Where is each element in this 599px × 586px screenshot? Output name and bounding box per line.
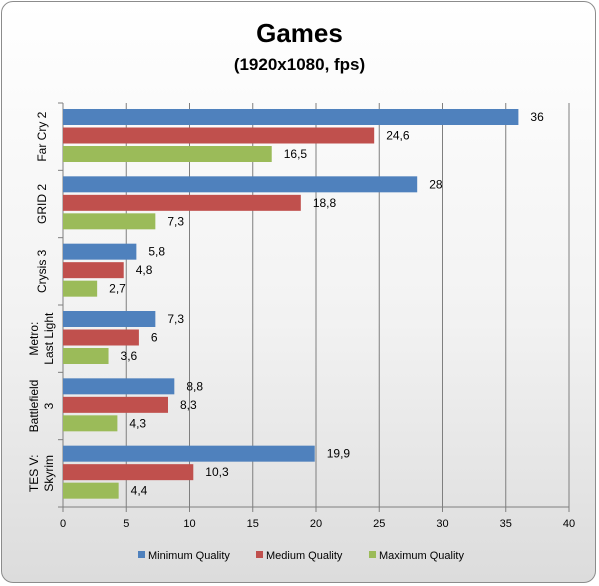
category-label-line: Metro: <box>27 322 41 356</box>
bar <box>63 348 109 364</box>
bar <box>63 127 375 144</box>
category-label-line: Far Cry 2 <box>35 111 49 161</box>
category-label-line: Crysis 3 <box>35 249 49 293</box>
legend-swatch <box>256 551 263 558</box>
bar <box>63 311 156 327</box>
bar <box>63 415 118 432</box>
chart-subtitle: (1920x1080, fps) <box>233 55 366 74</box>
data-label: 4,4 <box>131 484 148 498</box>
legend-label: Minimum Quality <box>148 550 230 562</box>
bar <box>63 146 272 162</box>
x-tick-label: 15 <box>247 518 259 530</box>
data-label: 16,5 <box>284 147 308 161</box>
bar <box>63 213 156 230</box>
data-label: 7,3 <box>167 312 184 326</box>
chart-title: Games <box>256 18 343 48</box>
x-tick-label: 30 <box>436 518 448 530</box>
data-label: 19,9 <box>327 447 351 461</box>
data-label: 24,6 <box>386 129 410 143</box>
category-label-line: 3 <box>42 402 56 409</box>
bar <box>63 378 175 395</box>
data-label: 4,3 <box>129 416 146 430</box>
data-label: 2,7 <box>109 282 126 296</box>
data-label: 10,3 <box>205 465 229 479</box>
bar <box>63 176 418 193</box>
bar <box>63 243 137 260</box>
category-label-line: GRID 2 <box>35 184 49 224</box>
data-label: 18,8 <box>313 196 337 210</box>
x-tick-label: 5 <box>123 518 129 530</box>
category-label-line: Battlefield <box>27 380 41 433</box>
legend-label: Medium Quality <box>266 550 343 562</box>
data-label: 7,3 <box>167 214 184 228</box>
data-label: 5,8 <box>148 245 165 259</box>
data-label: 28 <box>429 177 443 191</box>
data-label: 8,8 <box>186 379 203 393</box>
category-label-line: Last Light <box>42 312 56 365</box>
x-tick-label: 40 <box>563 518 575 530</box>
category-label: Metro: Last Light <box>27 312 56 365</box>
data-label: 8,3 <box>180 398 197 412</box>
bar <box>63 329 139 346</box>
bar <box>63 464 194 481</box>
bar <box>63 262 124 279</box>
x-tick-label: 35 <box>500 518 512 530</box>
bar <box>63 109 519 125</box>
category-label-line: TES V: <box>27 455 41 493</box>
legend-swatch <box>369 551 376 558</box>
category-label: TES V: Skyrim <box>27 455 56 493</box>
legend-label: Maximum Quality <box>379 550 464 562</box>
category-label-line: Skyrim <box>42 455 56 492</box>
bar <box>63 396 168 413</box>
bar <box>63 482 119 499</box>
category-label: GRID 2 <box>35 184 49 224</box>
category-label: Battlefield 3 <box>27 380 56 433</box>
bar <box>63 194 301 211</box>
data-label: 3,6 <box>121 349 138 363</box>
x-tick-label: 10 <box>183 518 195 530</box>
data-label: 4,8 <box>136 263 153 277</box>
x-tick-label: 20 <box>310 518 322 530</box>
category-label: Far Cry 2 <box>35 111 49 161</box>
x-tick-label: 25 <box>373 518 385 530</box>
data-label: 36 <box>530 110 544 124</box>
x-tick-label: 0 <box>60 518 66 530</box>
bar <box>63 280 98 297</box>
category-label: Crysis 3 <box>35 249 49 293</box>
bar <box>63 445 315 462</box>
data-label: 6 <box>151 331 158 345</box>
legend-swatch <box>138 551 145 558</box>
